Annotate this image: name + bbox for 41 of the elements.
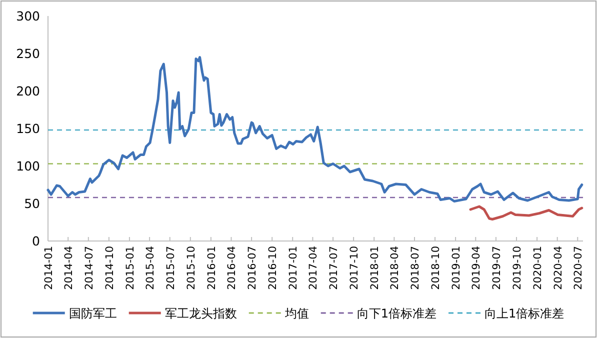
legend-label: 国防军工: [68, 306, 117, 320]
x-tick-label: 2016-10: [267, 246, 280, 290]
line-series: [469, 205, 584, 220]
x-tick-label: 2018-07: [409, 246, 422, 290]
y-tick-label: 200: [16, 84, 40, 98]
y-tick-label: 250: [16, 46, 40, 61]
x-tick-label: 2016-01: [206, 246, 218, 290]
y-tick-label: 100: [16, 158, 40, 174]
y-tick-label: 50: [24, 196, 40, 211]
x-tick-label: 2017-10: [348, 246, 361, 290]
x-tick-label: 2014-04: [63, 246, 76, 290]
x-tick-label: 2020-07: [572, 246, 585, 290]
x-tick-label: 2019-01: [450, 246, 463, 290]
x-tick-label: 2016-07: [246, 246, 259, 290]
legend-label: 向下1倍标准差: [356, 306, 436, 320]
x-tick-label: 2020-01: [532, 246, 544, 290]
x-tick-label: 2014-10: [104, 246, 116, 290]
x-tick-label: 2017-07: [328, 246, 340, 290]
x-tick-label: 2015-04: [144, 246, 157, 290]
x-tick-label: 2014-07: [83, 246, 96, 290]
x-tick-label: 2017-01: [288, 246, 300, 290]
x-tick-label: 2015-10: [185, 246, 198, 290]
x-tick-label: 2015-07: [164, 246, 177, 290]
line-series: [46, 56, 584, 202]
y-tick-label: 150: [16, 121, 40, 136]
x-tick-label: 2014-01: [43, 246, 55, 290]
x-tick-label: 2015-01: [124, 246, 136, 290]
x-tick-label: 2017-04: [308, 246, 320, 290]
legend-label: 均值: [284, 306, 309, 320]
x-tick-label: 2016-04: [226, 246, 238, 290]
x-tick-label: 2018-01: [369, 246, 382, 290]
x-tick-label: 2018-10: [430, 246, 442, 290]
legend-label: 军工龙头指数: [164, 306, 237, 320]
x-tick-label: 2020-04: [552, 246, 564, 290]
legend-label: 向上1倍标准差: [484, 306, 564, 320]
x-tick-label: 2018-04: [389, 246, 402, 290]
y-tick-label: 300: [16, 8, 40, 24]
x-tick-label: 2019-07: [490, 246, 503, 290]
x-tick-label: 2019-10: [511, 246, 524, 290]
y-tick-label: 0: [32, 234, 40, 248]
x-tick-label: 2019-04: [470, 246, 483, 290]
